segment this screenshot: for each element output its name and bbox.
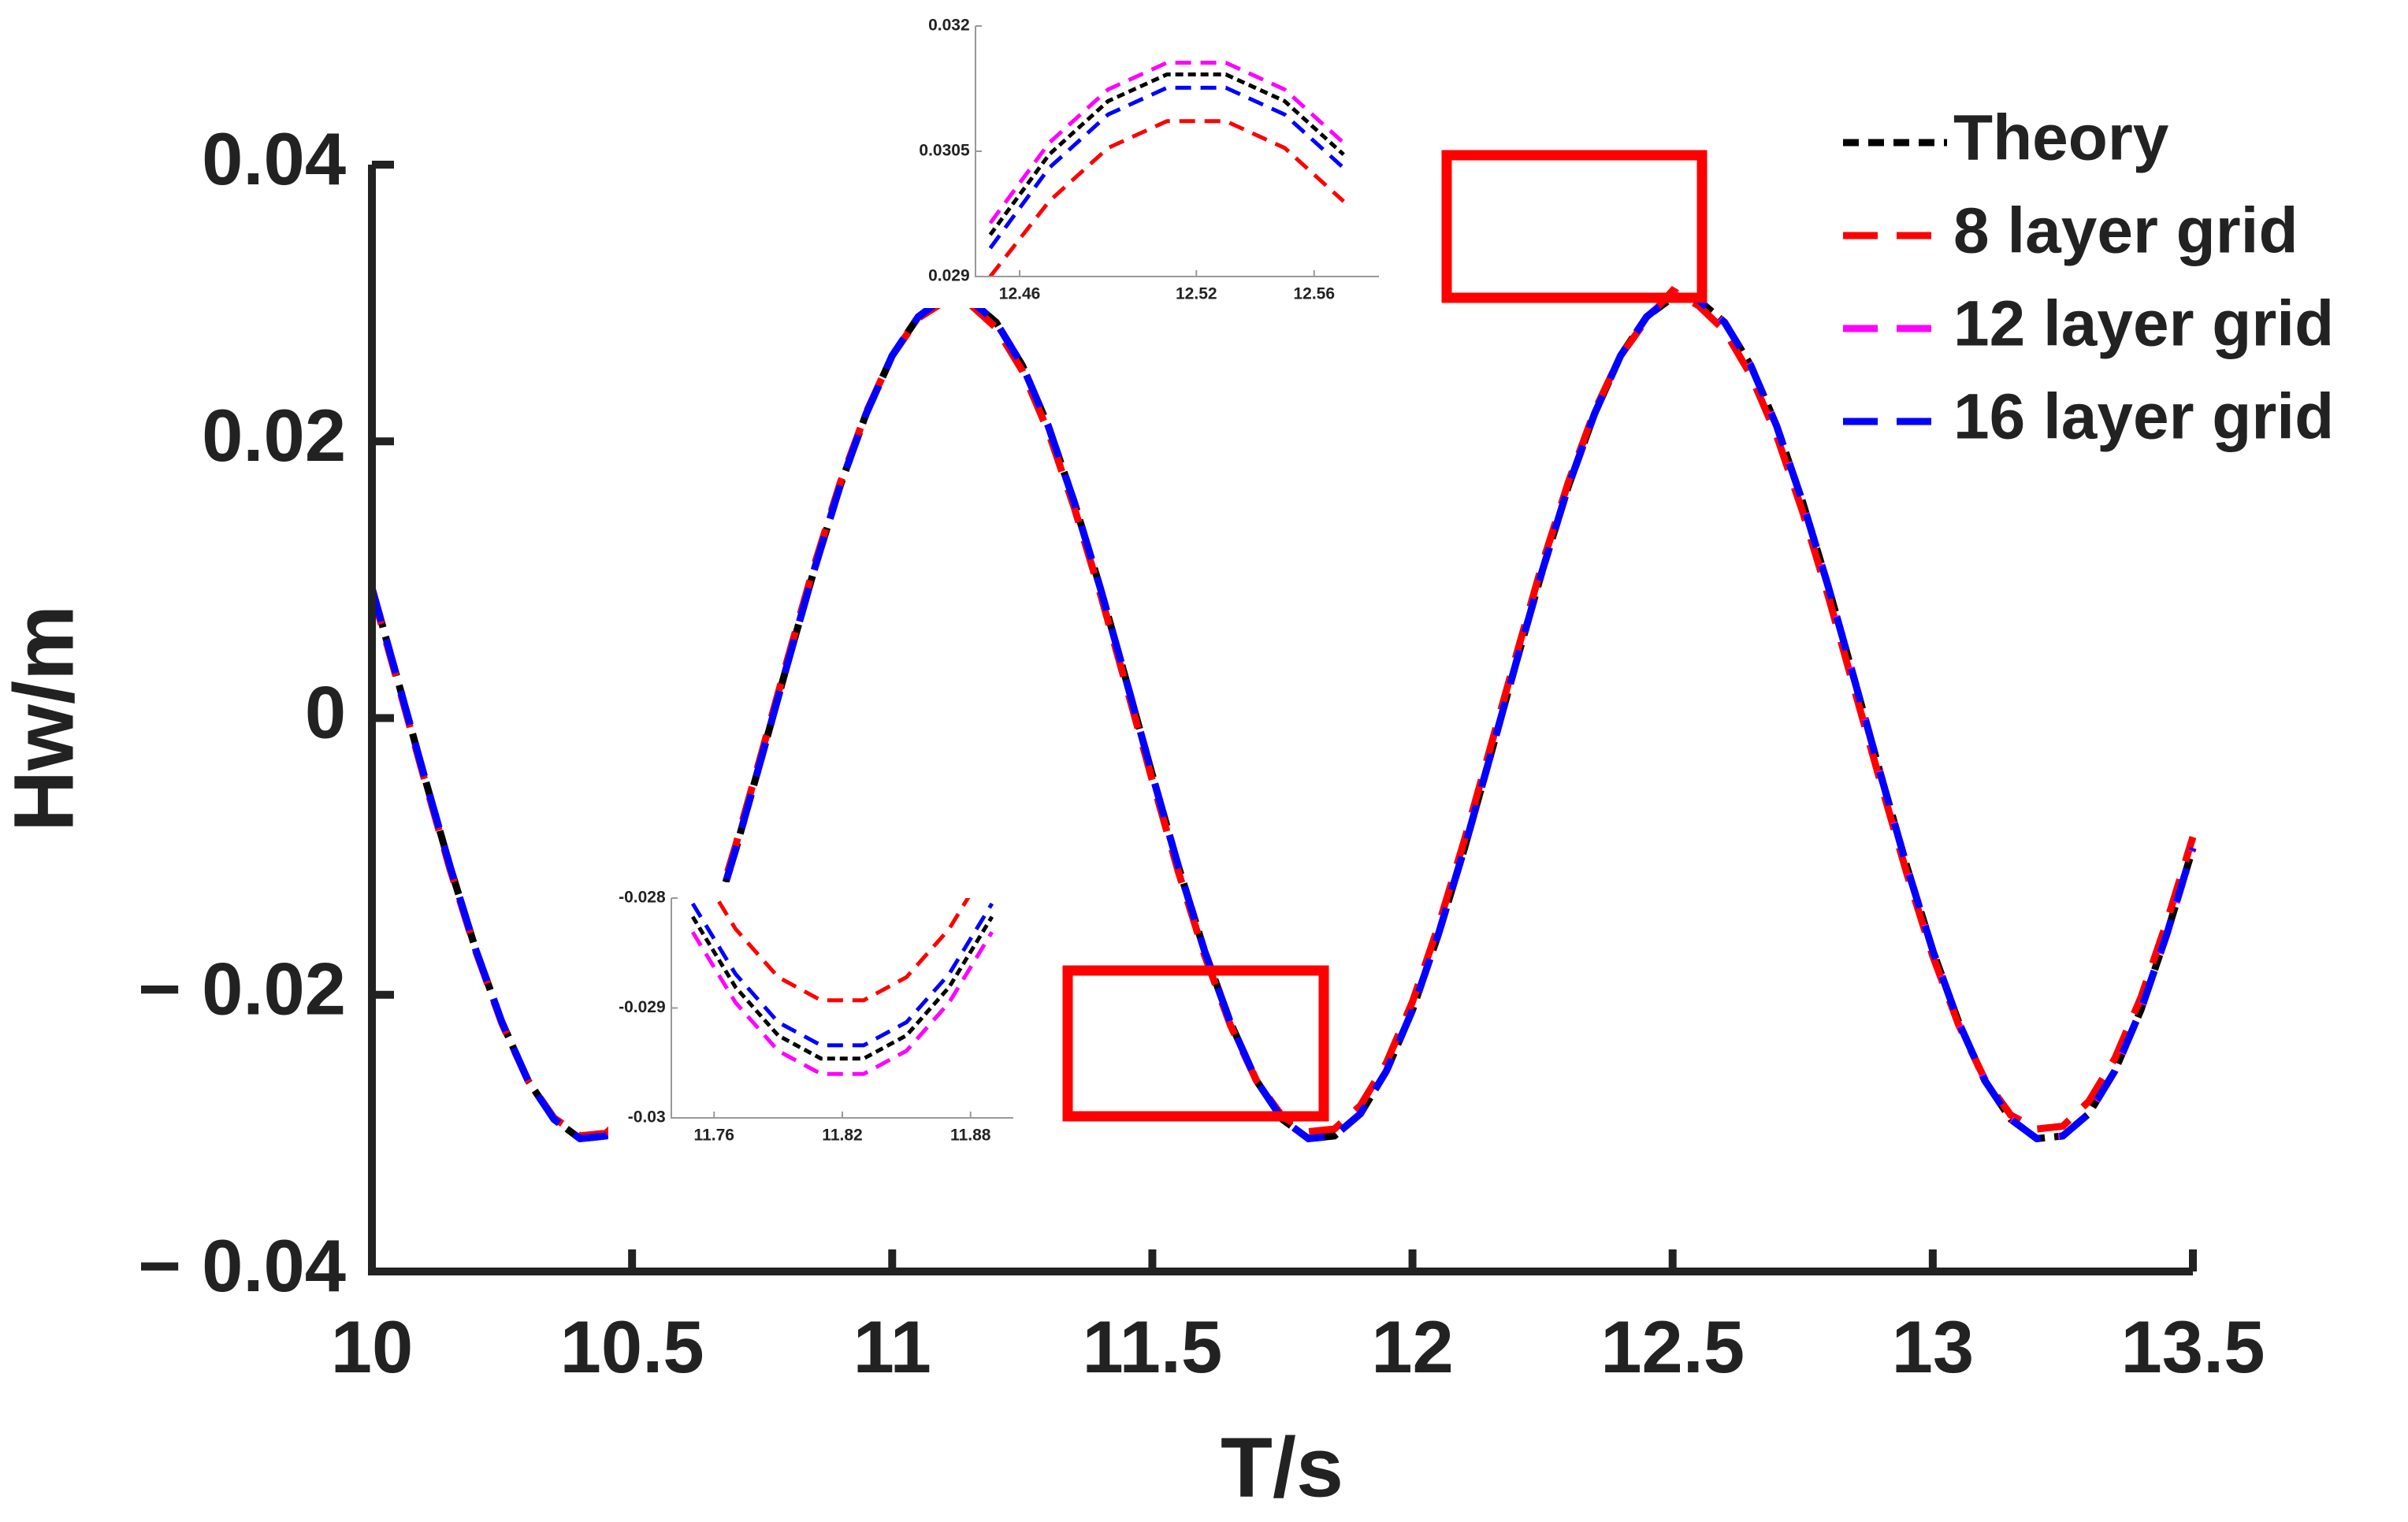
y-tick-label: 0.032 — [928, 17, 970, 35]
y-tick-label: 0 — [305, 670, 346, 753]
x-axis-label: T/s — [1221, 1420, 1343, 1515]
x-tick-label: 11 — [853, 1305, 931, 1388]
highlight-box — [1441, 150, 1708, 303]
x-tick-label: 13 — [1892, 1305, 1975, 1388]
inset-background — [912, 10, 1395, 308]
legend-label: 16 layer grid — [1953, 381, 2334, 453]
series-line — [988, 85, 1345, 250]
series-line — [988, 61, 1345, 225]
x-tick-label: 10.5 — [560, 1305, 704, 1388]
y-tick-label: -0.03 — [628, 1108, 666, 1127]
legend-label: 12 layer grid — [1953, 288, 2334, 360]
x-tick-label: 12.5 — [1600, 1305, 1745, 1388]
x-tick-label: 12.46 — [999, 285, 1041, 303]
x-tick-label: 11.5 — [1083, 1305, 1223, 1388]
plot-area — [988, 61, 1345, 277]
series-line — [690, 930, 994, 1076]
y-tick-label: 0.0305 — [919, 142, 970, 160]
y-tick-label: − 0.02 — [138, 948, 346, 1030]
x-tick-label: 11.76 — [694, 1127, 734, 1145]
y-tick-label: -0.029 — [619, 998, 666, 1016]
x-tick-label: 11.88 — [950, 1127, 991, 1145]
highlight-box — [1062, 965, 1329, 1122]
legend-label: 8 layer grid — [1953, 195, 2298, 267]
y-tick-label: − 0.04 — [138, 1224, 346, 1307]
series-line — [690, 915, 994, 1061]
y-tick-label: 0.029 — [928, 267, 970, 285]
series-line — [988, 72, 1345, 236]
series-line — [690, 902, 994, 1048]
x-tick-label: 12.56 — [1293, 285, 1335, 303]
y-tick-label: -0.028 — [619, 889, 666, 907]
plot-area — [690, 898, 994, 1076]
y-axis-label: Hw/m — [0, 605, 91, 832]
y-tick-label: 0.04 — [202, 117, 346, 200]
series-line — [988, 119, 1345, 277]
x-tick-label: 13.5 — [2121, 1305, 2265, 1388]
x-tick-label: 11.82 — [822, 1127, 862, 1145]
legend-label: Theory — [1953, 102, 2169, 174]
inset-background — [608, 882, 1029, 1149]
y-tick-label: 0.02 — [202, 394, 346, 477]
series-line — [714, 898, 971, 1003]
x-tick-label: 10 — [331, 1305, 414, 1388]
x-tick-label: 12.52 — [1176, 285, 1217, 303]
x-tick-label: 12 — [1371, 1305, 1454, 1388]
